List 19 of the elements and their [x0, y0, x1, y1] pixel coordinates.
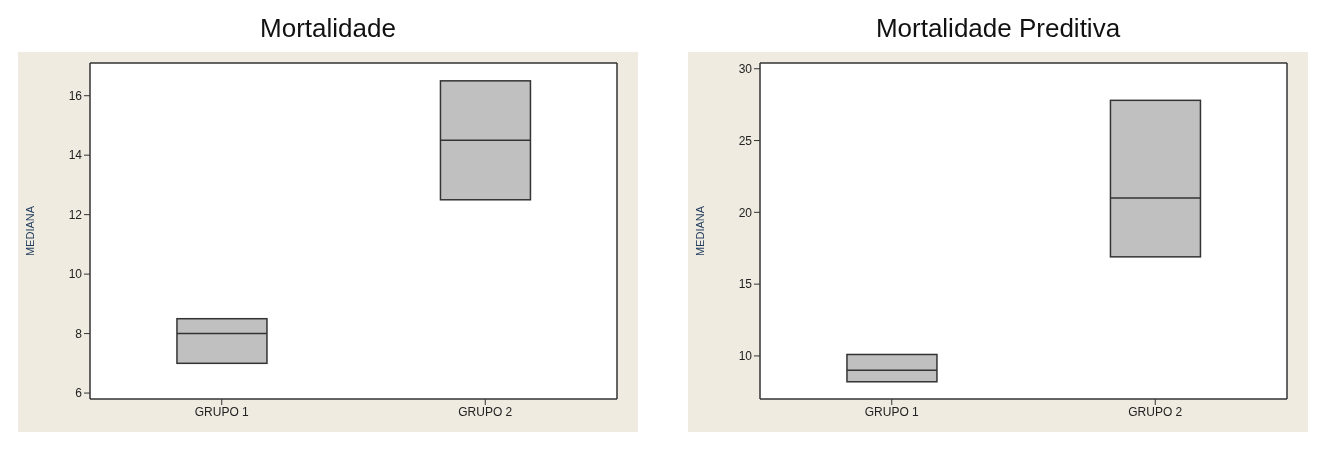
chart-title: Mortalidade Preditiva [874, 12, 1122, 45]
x-tick-label: GRUPO 2 [1128, 404, 1183, 419]
y-tick-label: 10 [68, 267, 83, 282]
y-tick-label: 10 [738, 349, 753, 364]
x-tick-label: GRUPO 1 [864, 404, 920, 419]
y-tick-label: 12 [68, 207, 83, 222]
y-tick-label: 16 [68, 88, 83, 103]
y-axis-title: MEDIANA [23, 205, 36, 257]
y-tick-label: 30 [738, 62, 753, 76]
y-tick-label: 20 [738, 205, 753, 220]
x-tick-label: GRUPO 1 [194, 404, 250, 419]
y-tick-label: 25 [738, 133, 753, 148]
y-tick-label: 14 [68, 148, 83, 163]
x-tick-label: GRUPO 2 [458, 404, 513, 419]
chart-title: Mortalidade [259, 12, 397, 45]
y-axis-title: MEDIANA [693, 205, 706, 257]
y-tick-label: 15 [738, 277, 753, 292]
y-tick-label: 6 [75, 386, 83, 401]
y-tick-label: 8 [75, 326, 83, 341]
